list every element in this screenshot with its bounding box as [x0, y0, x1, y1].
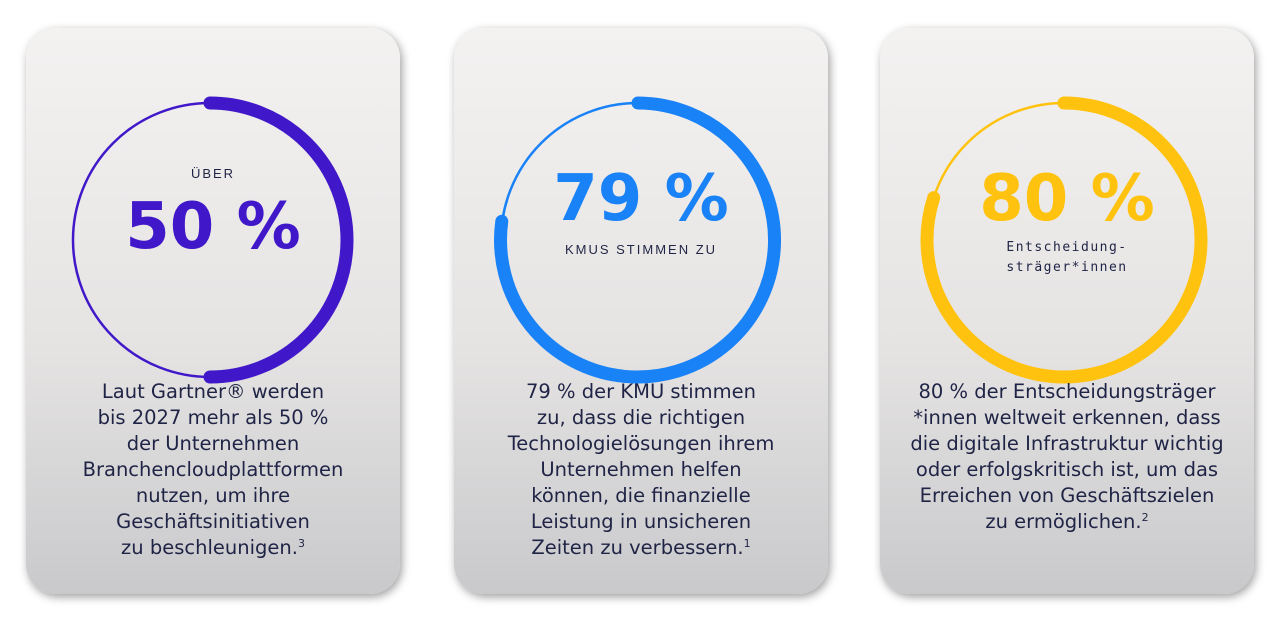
stat-caption: KMUS STIMMEN ZU	[564, 242, 718, 257]
stat-value: 80 %	[979, 162, 1155, 236]
stat-card-decision-makers: 80 % Entscheidung- sträger*innen 80 % de…	[880, 28, 1254, 594]
ring-progress-arc	[920, 96, 1208, 384]
ring-progress-arc	[494, 96, 781, 384]
footnote-marker: 3	[297, 537, 305, 550]
description-line: Unternehmen helfen	[540, 458, 742, 481]
description-line: *innen weltweit erkennen, dass	[913, 406, 1221, 429]
description-line: Branchencloudplattformen	[82, 458, 344, 481]
caption-line: Entscheidung-	[1006, 240, 1128, 255]
footnote-marker: 2	[1141, 511, 1149, 524]
description-line-last: zu ermöglichen.2	[900, 509, 1234, 535]
description-line: die digitale Infrastruktur wichtig	[910, 432, 1224, 455]
stat-caption: Entscheidung- sträger*innen	[880, 238, 1254, 278]
description-line: Laut Gartner® werden	[101, 380, 325, 403]
stat-card-smb-agree: 79 % KMUS STIMMEN ZU 79 % der KMU stimme…	[454, 28, 828, 594]
progress-ring	[454, 28, 828, 388]
description-line: 80 % der Entscheidungsträger	[918, 380, 1216, 403]
description-line: Leistung in unsicheren	[530, 510, 752, 533]
description-line: Erreichen von Geschäftszielen	[919, 484, 1215, 507]
stat-value: 79 %	[553, 162, 729, 236]
stat-description: 80 % der Entscheidungsträger *innen welt…	[900, 379, 1234, 535]
stat-description: Laut Gartner® werden bis 2027 mehr als 5…	[46, 379, 380, 561]
stat-description: 79 % der KMU stimmen zu, dass die richti…	[474, 379, 808, 561]
description-line: Zeiten zu verbessern.	[531, 536, 744, 559]
description-line: Technologielösungen ihrem	[507, 432, 775, 455]
description-line: zu, dass die richtigen	[536, 406, 746, 429]
stat-card-cloud-platforms: ÜBER 50 % Laut Gartner® werden bis 2027 …	[26, 28, 400, 594]
caption-line: sträger*innen	[1006, 260, 1128, 275]
description-line-last: zu beschleunigen.3	[46, 535, 380, 561]
stat-prefix: ÜBER	[190, 166, 236, 181]
description-line-last: Zeiten zu verbessern.1	[474, 535, 808, 561]
description-line: nutzen, um ihre	[135, 484, 291, 507]
description-line: zu beschleunigen.	[121, 536, 298, 559]
ring-progress-arc	[203, 96, 354, 384]
description-line: der Unternehmen	[126, 432, 300, 455]
description-line: Geschäftsinitiativen	[116, 510, 310, 533]
description-line: oder erfolgskritisch ist, um das	[915, 458, 1219, 481]
progress-ring	[880, 28, 1254, 388]
description-line: bis 2027 mehr als 50 %	[97, 406, 329, 429]
description-line: können, die finanzielle	[531, 484, 751, 507]
description-line: 79 % der KMU stimmen	[526, 380, 756, 403]
progress-ring	[26, 28, 400, 388]
footnote-marker: 1	[743, 537, 751, 550]
description-line: zu ermöglichen.	[985, 510, 1142, 533]
stat-value: 50 %	[125, 190, 301, 264]
